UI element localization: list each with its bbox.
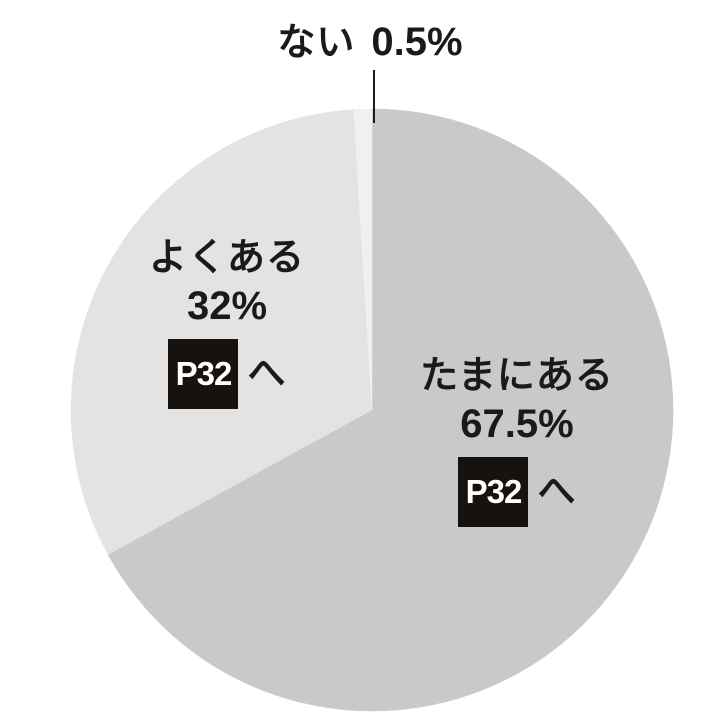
slice-percent-nai: 0.5% <box>371 20 463 64</box>
slice-percent-yokuaru: 32% <box>186 284 268 328</box>
slice-name-nai: ない <box>277 22 356 64</box>
page-reference-tamani: P32 へ <box>458 457 576 527</box>
label-tamani: たまにある 67.5% P32 へ <box>397 352 637 527</box>
pie-slice-nai <box>353 108 373 411</box>
page-badge-tamani: P32 <box>458 457 529 527</box>
slice-name-yokuaru: よくある <box>148 237 305 279</box>
pie-slices <box>70 108 674 712</box>
slice-percent-tamani: 67.5% <box>460 402 574 446</box>
badge-suffix-yokuaru: へ <box>247 353 286 395</box>
pie-slice-yoku-aru <box>70 109 373 555</box>
page-badge-yokuaru: P32 <box>168 339 239 409</box>
page-reference-yokuaru: P32 へ <box>168 339 286 409</box>
pie-slice-tamani-aru <box>107 108 674 712</box>
badge-suffix-tamani: へ <box>537 471 576 513</box>
label-yokuaru: よくある 32% P32 へ <box>107 234 347 409</box>
slice-name-tamani: たまにある <box>420 355 614 397</box>
label-nai: ない 0.5% <box>250 19 490 66</box>
